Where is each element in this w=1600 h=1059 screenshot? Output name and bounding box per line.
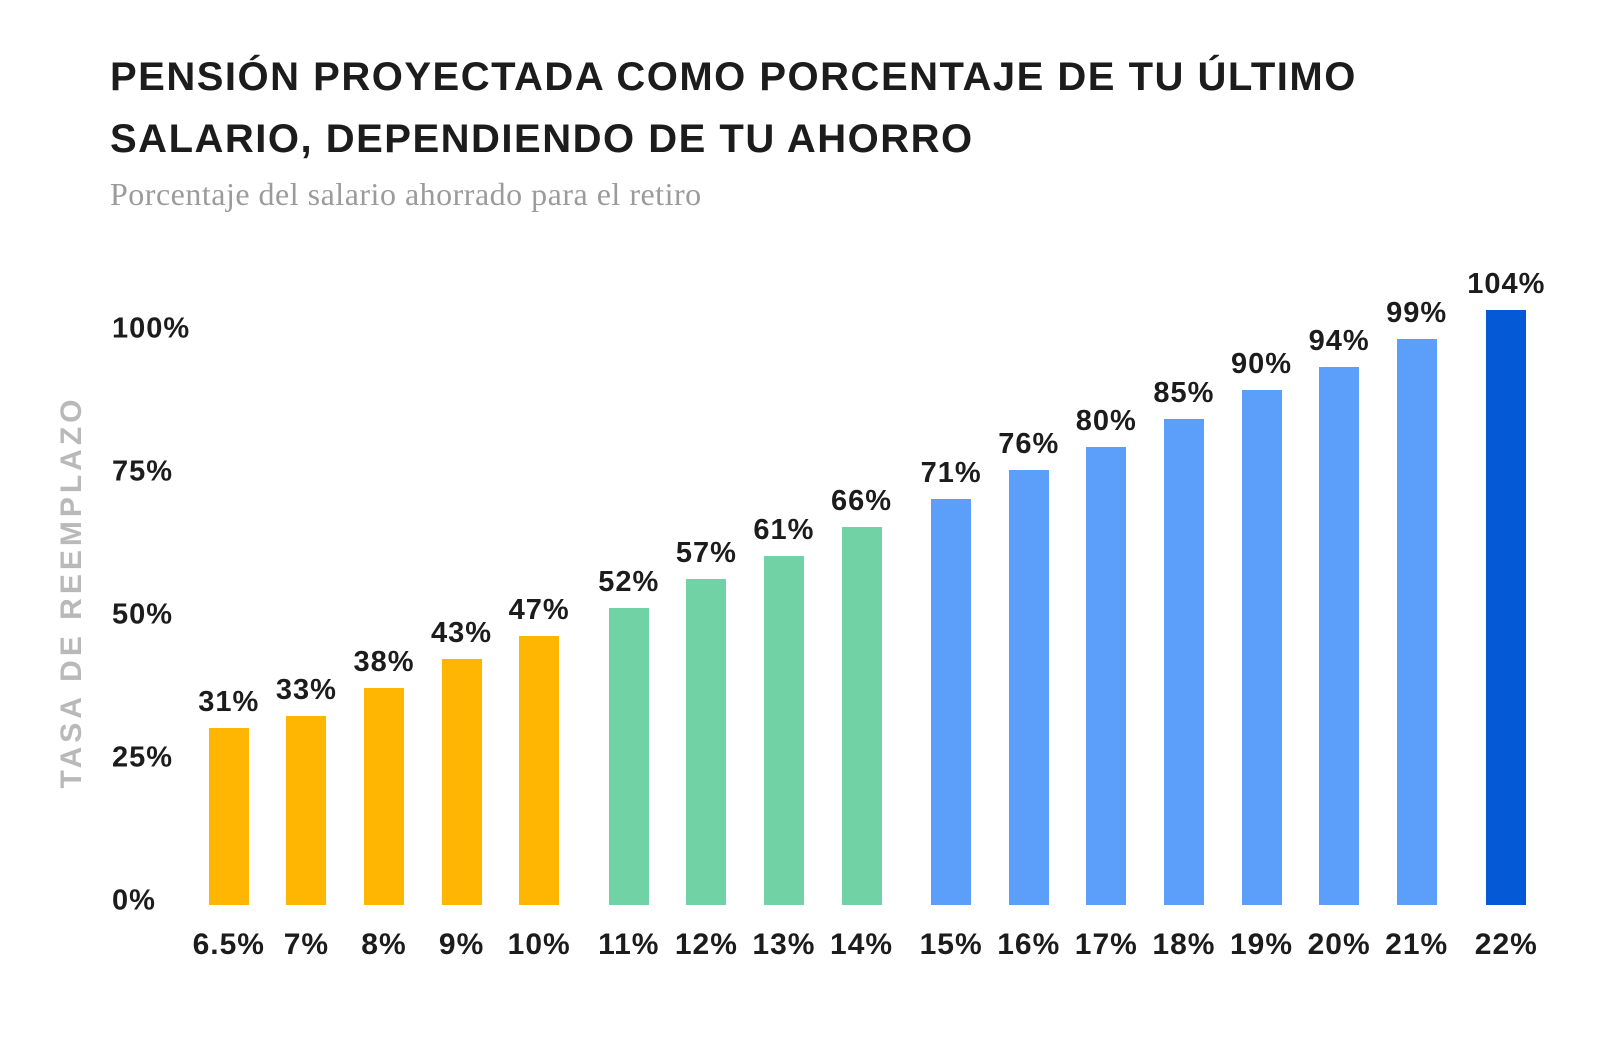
bar-column: 61% xyxy=(745,205,823,905)
bar-value-label: 94% xyxy=(1308,325,1370,357)
bar-value-label: 57% xyxy=(675,537,737,569)
y-axis-title: TASA DE REEMPLAZO xyxy=(55,395,88,789)
bar xyxy=(608,608,649,905)
bar-value-label: 76% xyxy=(998,428,1060,460)
y-tick-label: 100% xyxy=(112,312,191,345)
bar xyxy=(1319,367,1360,905)
bar-value-label: 43% xyxy=(431,617,493,649)
bar xyxy=(1396,339,1437,905)
bar xyxy=(1241,390,1282,905)
x-axis-row: 6.5% 7% 8% 9% 10% 11% 12% 13% 14% 15% 16% 17% 18% 19%… xyxy=(190,928,1545,962)
bar xyxy=(686,579,727,905)
bar-column: 90% xyxy=(1223,205,1301,905)
bar-value-label: 66% xyxy=(831,485,893,517)
x-tick-label: 7% xyxy=(283,928,330,961)
bar xyxy=(931,499,972,905)
x-tick-label: 9% xyxy=(438,928,485,961)
bar-column: 47% xyxy=(500,205,578,905)
bar-column: 85% xyxy=(1145,205,1223,905)
bar-value-label: 71% xyxy=(920,457,982,489)
x-tick-label: 20% xyxy=(1307,928,1371,961)
bar xyxy=(1086,447,1127,905)
y-tick-label: 25% xyxy=(112,741,174,774)
bar-column: 66% xyxy=(823,205,901,905)
bar xyxy=(286,716,327,905)
x-tick-label: 16% xyxy=(997,928,1061,961)
y-tick-label: 75% xyxy=(112,455,174,488)
x-tick-label: 22% xyxy=(1474,928,1538,961)
bar xyxy=(1008,470,1049,905)
x-tick-label: 19% xyxy=(1229,928,1294,961)
x-tick-label: 11% xyxy=(598,928,660,961)
x-tick-label: 15% xyxy=(919,928,983,961)
bar-value-label: 38% xyxy=(353,646,415,678)
bar xyxy=(519,636,560,905)
x-tick-label: 17% xyxy=(1074,928,1138,961)
bar-value-label: 80% xyxy=(1075,405,1137,437)
bar-value-label: 104% xyxy=(1467,268,1546,300)
bar xyxy=(208,728,249,905)
y-tick-label: 0% xyxy=(112,884,156,917)
x-tick-label: 6.5% xyxy=(192,928,265,961)
bar-value-label: 99% xyxy=(1386,297,1448,329)
x-tick-label: 14% xyxy=(830,928,894,961)
bar-column: 94% xyxy=(1300,205,1378,905)
page-title-line1: PENSIÓN PROYECTADA COMO PORCENTAJE DE TU… xyxy=(110,55,1357,99)
chart-subtitle: Porcentaje del salario ahorrado para el … xyxy=(110,176,702,212)
bar-column: 57% xyxy=(668,205,746,905)
bar xyxy=(1163,419,1204,905)
x-tick-label: 21% xyxy=(1385,928,1449,961)
bar-column: 71% xyxy=(912,205,990,905)
bar-column: 38% xyxy=(345,205,423,905)
bar xyxy=(841,527,882,905)
bar-value-label: 85% xyxy=(1153,377,1215,409)
bar-value-label: 90% xyxy=(1230,348,1293,380)
y-tick-label: 50% xyxy=(112,598,174,631)
bar xyxy=(441,659,482,905)
bar xyxy=(363,688,404,905)
bar xyxy=(763,556,804,905)
bar-column: 31% xyxy=(190,205,268,905)
bar-column: 80% xyxy=(1068,205,1146,905)
bar-value-label: 47% xyxy=(508,594,570,626)
x-tick-label: 13% xyxy=(752,928,816,961)
bar-value-label: 33% xyxy=(275,674,337,706)
bar-column: 43% xyxy=(423,205,501,905)
bar-column: 104% xyxy=(1467,205,1546,905)
bar-column: 52% xyxy=(590,205,668,905)
page-title: PENSIÓN PROYECTADA COMO PORCENTAJE DE TU… xyxy=(110,46,1410,170)
x-tick-label: 18% xyxy=(1152,928,1216,961)
bar-value-label: 61% xyxy=(753,514,815,546)
bar-column: 76% xyxy=(990,205,1068,905)
bar-value-label: 52% xyxy=(598,566,660,598)
page-title-line2: SALARIO, DEPENDIENDO DE TU AHORRO xyxy=(110,117,974,161)
bar xyxy=(1486,310,1527,905)
bar-column: 99% xyxy=(1378,205,1456,905)
x-tick-label: 8% xyxy=(361,928,407,961)
bar-value-label: 31% xyxy=(198,686,260,718)
bars-row: 31% 33% 38% 43% 47% 52% 57% 61% 66% 71% 76% 80% 85% 9… xyxy=(190,205,1545,905)
x-tick-label: 10% xyxy=(507,928,571,961)
x-tick-label: 12% xyxy=(674,928,738,961)
bar-column: 33% xyxy=(268,205,346,905)
